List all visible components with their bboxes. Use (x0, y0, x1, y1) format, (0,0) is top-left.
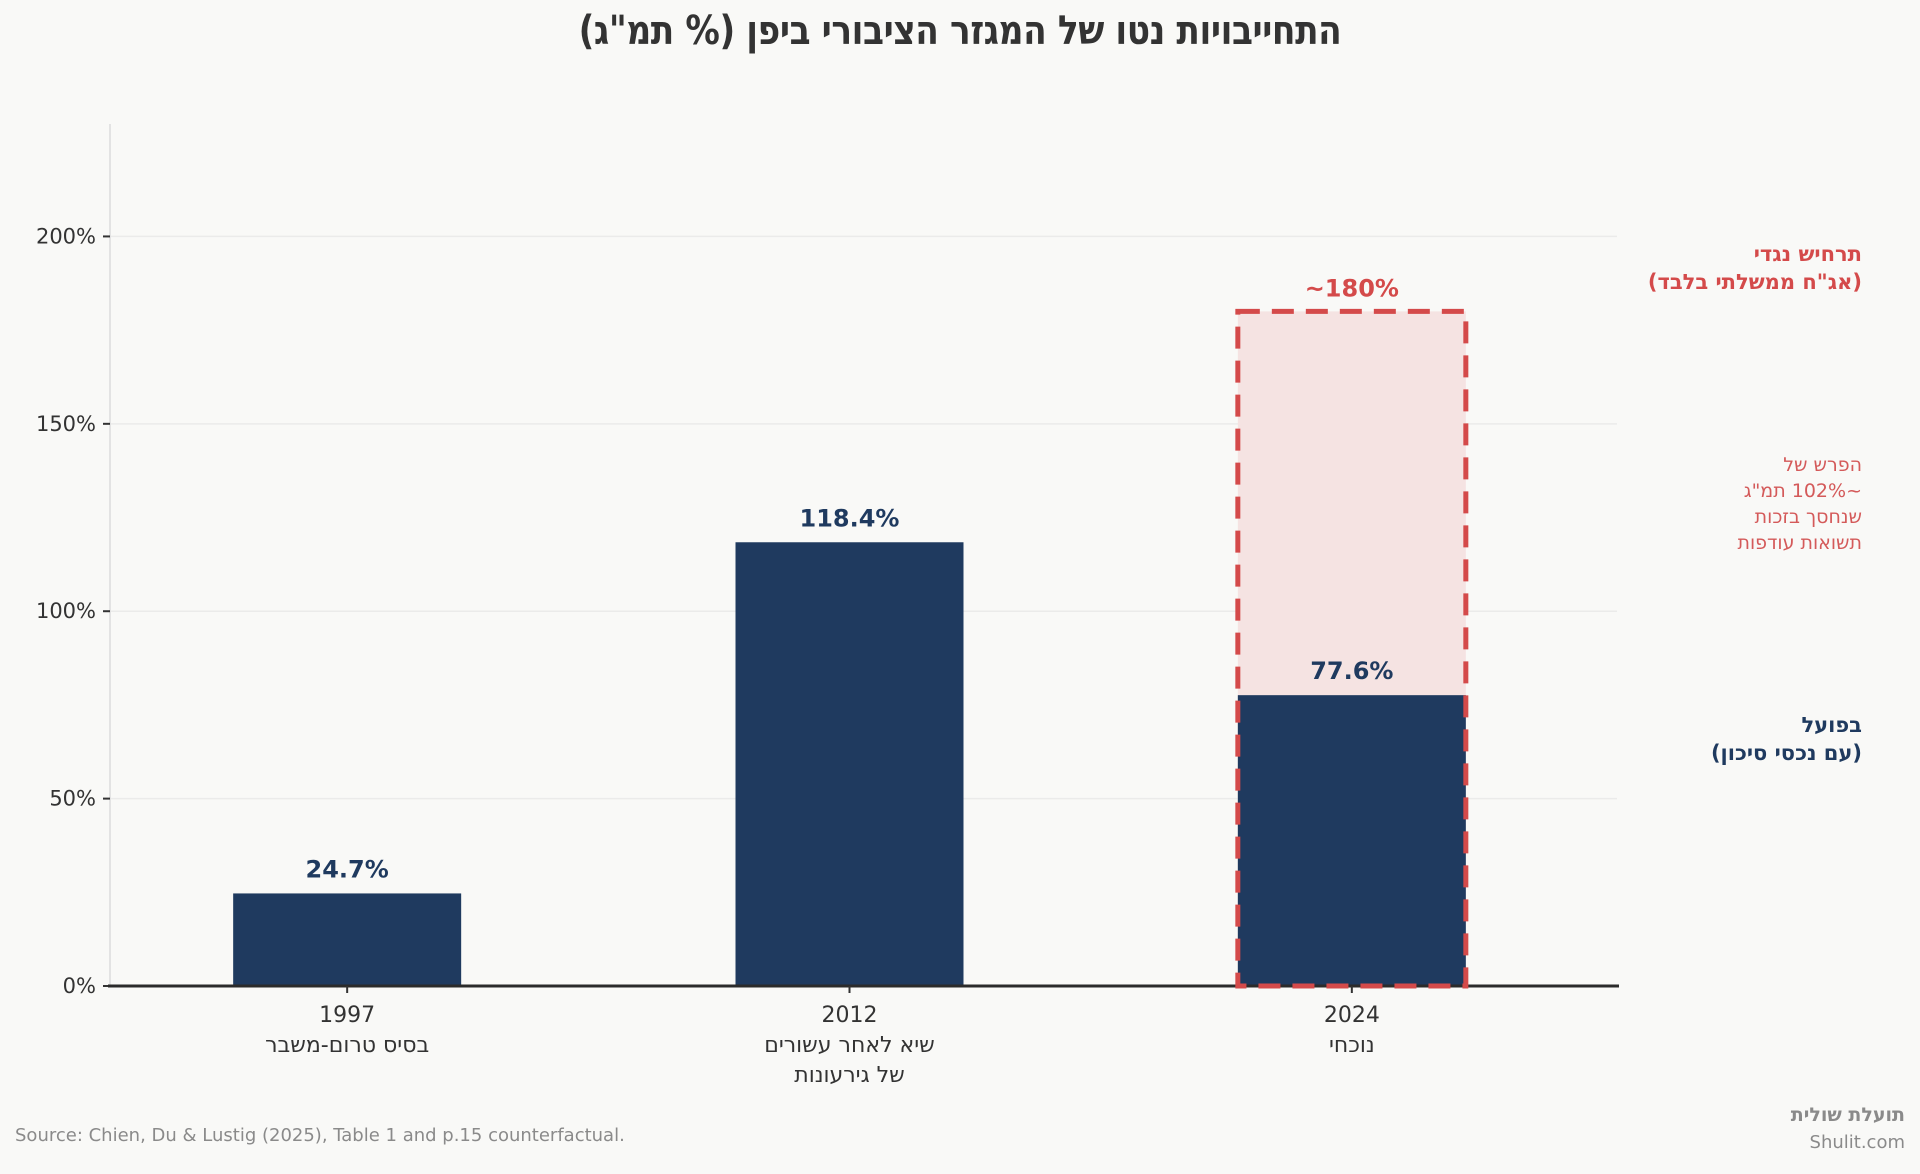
bar-2012 (735, 542, 964, 986)
y-tick-label: 100% (36, 599, 96, 623)
chart-title: התחייבויות נטו של המגזר הציבורי ביפן (% … (578, 8, 1342, 54)
x-tick-description: שיא לאחר עשורים (764, 1033, 935, 1058)
counterfactual-outline (1235, 308, 1469, 989)
y-tick-label: 200% (36, 224, 96, 248)
counterfactual-value-label: ~180% (1305, 274, 1399, 302)
y-axis: 0% 50% 100% 150% 200% (36, 224, 110, 998)
brand: תועלת שולית Shulit.com (1791, 1104, 1905, 1153)
y-tick-label: 0% (63, 974, 96, 998)
actual-annotation: בפועל (עם נכסי סיכון) (1711, 711, 1862, 767)
annotation-line: (עם נכסי סיכון) (1710, 741, 1862, 765)
bar-value-label: 24.7% (306, 855, 389, 883)
x-tick-description: נוכחי (1329, 1033, 1375, 1058)
brand-name: תועלת שולית (1790, 1104, 1905, 1126)
annotation-line: שנחסך בזכות (1754, 506, 1862, 528)
bar-value-label: 77.6% (1310, 657, 1393, 685)
annotation-line: ~102% תמ"ג (1743, 480, 1862, 502)
x-tick-description: של גירעונות (794, 1063, 905, 1088)
bar-1997 (233, 893, 462, 986)
annotation-line: תשואות עודפות (1737, 532, 1862, 554)
annotation-line: תרחיש נגדי (1753, 242, 1862, 266)
source-note: Source: Chien, Du & Lustig (2025), Table… (15, 1125, 625, 1146)
bar-2024 (1237, 695, 1466, 986)
annotation-line: הפרש של (1783, 454, 1862, 476)
gap-annotation: הפרש של ~102% תמ"ג שנחסך בזכות תשואות עו… (1737, 452, 1862, 556)
annotation-line: (אג"ח ממשלתי בלבד) (1647, 270, 1862, 294)
brand-url: Shulit.com (1809, 1132, 1905, 1153)
annotation-line: בפועל (1801, 713, 1862, 737)
x-tick-year: 2012 (822, 1003, 878, 1028)
x-tick-year: 1997 (319, 1003, 375, 1028)
y-tick-label: 150% (36, 412, 96, 436)
counterfactual-annotation: תרחיש נגדי (אג"ח ממשלתי בלבד) (1648, 240, 1862, 296)
bars: 24.7% 118.4% 77.6% (233, 504, 1466, 986)
x-axis: 1997 בסיס טרום-משבר 2012 שיא לאחר עשורים של … (265, 986, 1380, 1088)
y-tick-label: 50% (49, 787, 96, 811)
x-tick-description: בסיס טרום-משבר (265, 1033, 429, 1058)
x-tick-year: 2024 (1324, 1003, 1380, 1028)
bar-value-label: 118.4% (800, 504, 900, 532)
